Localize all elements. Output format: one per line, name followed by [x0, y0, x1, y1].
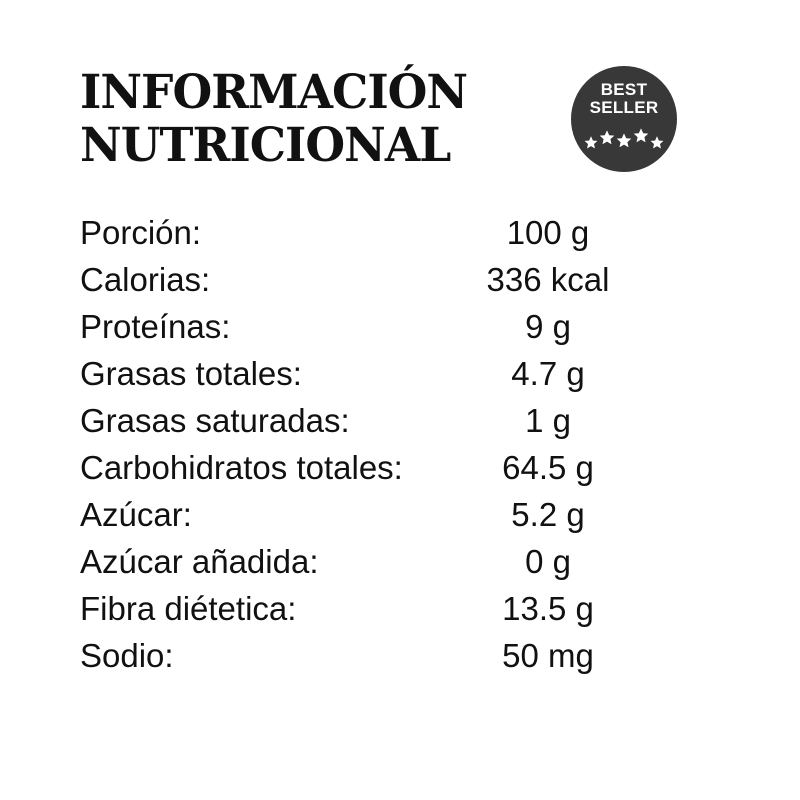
- nutrient-value: 5.2 g: [511, 496, 585, 533]
- nutrient-label: Sodio:: [80, 637, 174, 674]
- badge-label: BEST SELLER: [571, 81, 677, 117]
- nutrition-row-azucar-anadida: Azúcar añadida: 0 g: [80, 538, 720, 585]
- nutrient-value: 336 kcal: [486, 261, 610, 298]
- nutrient-label: Proteínas:: [80, 308, 231, 345]
- nutrient-value: 4.7 g: [511, 355, 585, 392]
- star-icon-group: [584, 128, 664, 149]
- nutrient-label: Porción:: [80, 214, 202, 251]
- nutrition-row-fibra: Fibra diétetica: 13.5 g: [80, 585, 720, 632]
- nutrition-row-proteinas: Proteínas: 9 g: [80, 303, 720, 350]
- nutrient-value: 50 mg: [502, 637, 594, 674]
- nutrient-value: 9 g: [525, 308, 571, 345]
- star-icon: [650, 136, 664, 149]
- nutrient-label: Fibra diétetica:: [80, 590, 297, 627]
- star-icon: [633, 128, 649, 143]
- title-line-1: INFORMACIÓN: [80, 65, 468, 120]
- title-line-2: NUTRICIONAL: [80, 118, 451, 173]
- nutrition-row-azucar: Azúcar: 5.2 g: [80, 491, 720, 538]
- nutrient-label: Grasas totales:: [80, 355, 302, 392]
- stars-icon: [584, 128, 664, 149]
- nutrient-label: Grasas saturadas:: [80, 402, 350, 439]
- nutrition-row-porcion: Porción: 100 g: [80, 209, 720, 256]
- nutrient-value: 13.5 g: [502, 590, 594, 627]
- nutrient-value: 100 g: [506, 214, 590, 251]
- star-icon: [599, 130, 615, 145]
- best-seller-badge: BEST SELLER: [571, 66, 677, 172]
- page-title: INFORMACIÓN NUTRICIONAL: [80, 65, 468, 173]
- nutrient-label: Azúcar añadida:: [80, 543, 319, 580]
- nutrition-row-grasas-saturadas: Grasas saturadas: 1 g: [80, 397, 720, 444]
- nutrition-row-grasas-totales: Grasas totales: 4.7 g: [80, 350, 720, 397]
- nutrient-label: Azúcar:: [80, 496, 192, 533]
- nutrition-row-calorias: Calorias: 336 kcal: [80, 256, 720, 303]
- nutrient-label: Calorias:: [80, 261, 211, 298]
- nutrition-row-sodio: Sodio: 50 mg: [80, 632, 720, 679]
- star-icon: [616, 133, 632, 148]
- nutrient-value: 64.5 g: [502, 449, 594, 486]
- nutrient-value: 0 g: [525, 543, 571, 580]
- nutrition-row-carbohidratos: Carbohidratos totales: 64.5 g: [80, 444, 720, 491]
- badge-label-line-1: BEST: [600, 80, 648, 99]
- star-icon: [584, 136, 598, 149]
- badge-label-line-2: SELLER: [589, 98, 659, 117]
- nutrient-label: Carbohidratos totales:: [80, 449, 403, 486]
- nutrient-value: 1 g: [525, 402, 571, 439]
- nutrition-facts-list: Porción: 100 g Calorias: 336 kcal Proteí…: [80, 209, 720, 679]
